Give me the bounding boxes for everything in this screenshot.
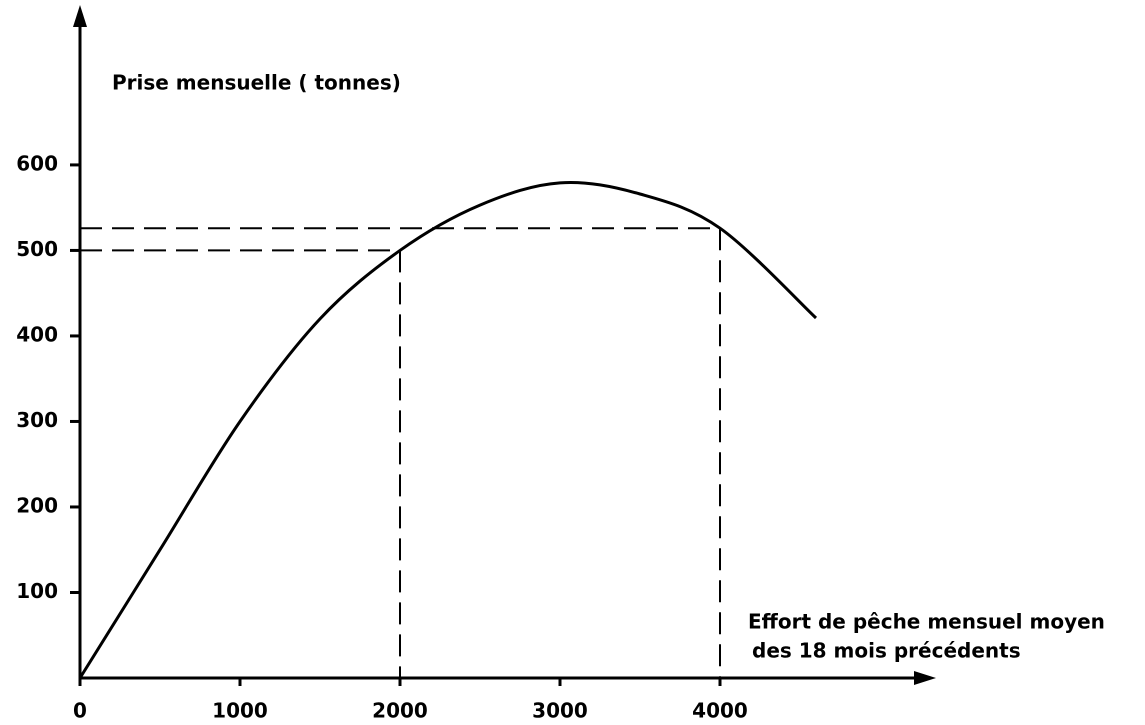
y-tick-label: 500: [16, 237, 58, 261]
x-tick-label: 4000: [692, 699, 748, 723]
x-tick-label: 1000: [212, 699, 268, 723]
x-tick-label: 2000: [372, 699, 428, 723]
y-tick-label: 100: [16, 579, 58, 603]
x-tick-label: 3000: [532, 699, 588, 723]
x-axis-label: des 18 mois précédents: [752, 639, 1021, 663]
x-axis-label: Effort de pêche mensuel moyen: [748, 610, 1105, 634]
x-tick-label: 0: [73, 699, 87, 723]
y-tick-label: 400: [16, 322, 58, 346]
y-axis-label: Prise mensuelle ( tonnes): [112, 71, 401, 95]
x-axis-arrow: [914, 671, 936, 685]
y-tick-label: 300: [16, 408, 58, 432]
y-tick-label: 600: [16, 151, 58, 175]
y-tick-label: 200: [16, 493, 58, 517]
curve: [78, 181, 818, 679]
y-axis-arrow: [73, 5, 87, 27]
